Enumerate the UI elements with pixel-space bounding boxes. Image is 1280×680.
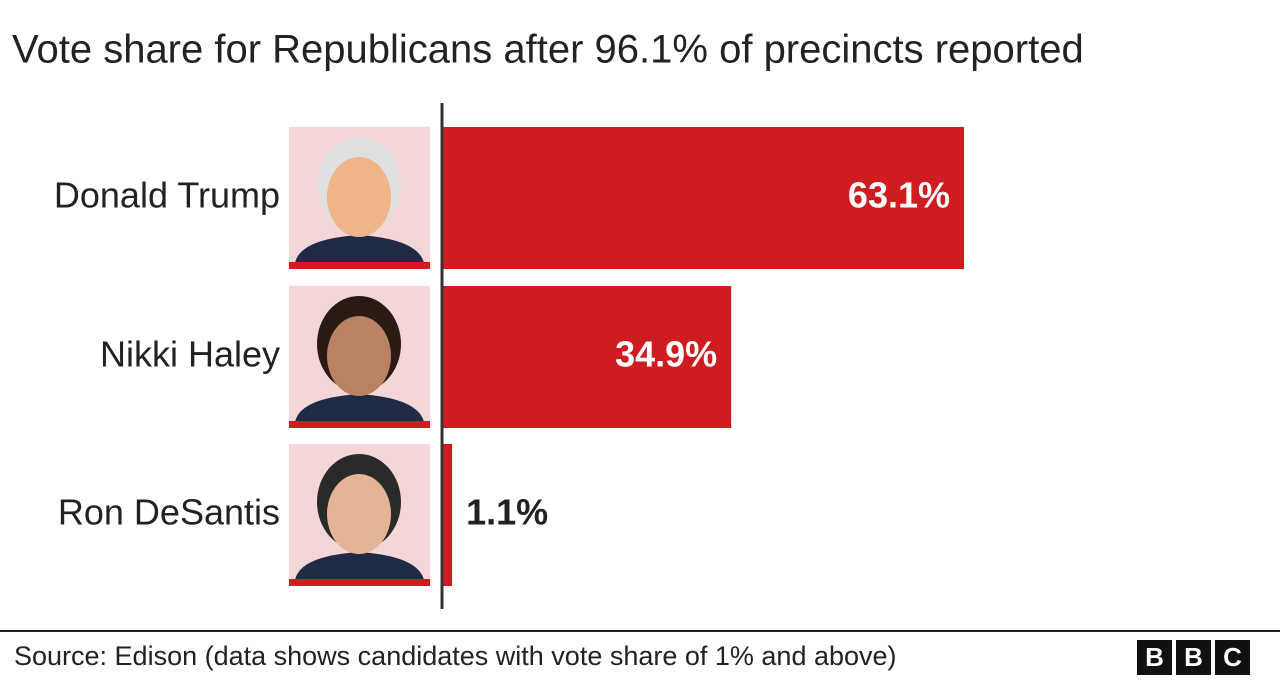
category-label: Donald Trump (54, 175, 280, 216)
portrait-body (295, 552, 424, 580)
source: Source: Edison (data shows candidates wi… (14, 641, 897, 671)
portrait-strip (289, 262, 430, 269)
logo-box (1137, 640, 1172, 675)
portrait-body (295, 394, 424, 422)
category-label: Nikki Haley (100, 334, 280, 375)
portrait-face (327, 316, 391, 396)
bar (443, 286, 732, 428)
portrait-face (327, 474, 391, 554)
value-label: 1.1% (466, 492, 548, 533)
bar (443, 127, 964, 269)
value-label: 63.1% (848, 175, 950, 216)
logo-letter: B (1145, 642, 1164, 672)
portrait (289, 127, 430, 269)
logo-box (1215, 640, 1250, 675)
portrait-strip (289, 421, 430, 428)
logo-letter: B (1184, 642, 1203, 672)
portrait (289, 286, 430, 428)
portrait-body (295, 235, 424, 263)
portrait-face (327, 157, 391, 237)
logo-box (1176, 640, 1211, 675)
portrait-strip (289, 579, 430, 586)
bar (443, 444, 453, 586)
portrait (289, 444, 430, 586)
value-label: 34.9% (615, 334, 717, 375)
category-label: Ron DeSantis (58, 492, 280, 533)
logo-letter: C (1223, 642, 1242, 672)
chart-title: Vote share for Republicans after 96.1% o… (12, 28, 1084, 72)
rows: Donald Trump 63.1% Nikki Haley 34.9% Ron DeS… (54, 127, 964, 586)
